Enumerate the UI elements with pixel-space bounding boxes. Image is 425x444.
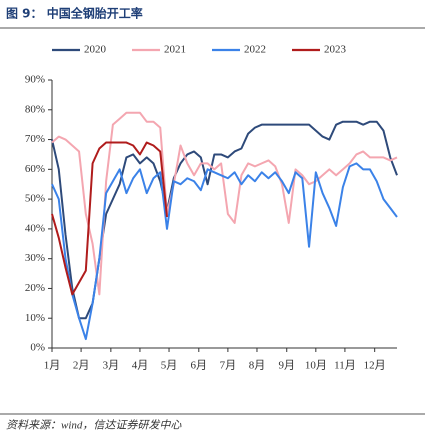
legend-label: 2020 (84, 44, 107, 56)
x-tick-label: 12月 (364, 360, 386, 372)
x-tick-label: 7月 (220, 360, 237, 372)
y-tick-label: 40% (25, 222, 45, 234)
y-tick-label: 70% (25, 133, 45, 145)
chart-title: 图 9： 中国全钢胎开工率 (6, 6, 143, 21)
x-tick-label: 1月 (44, 360, 61, 372)
legend-label: 2023 (324, 44, 347, 56)
series-line (51, 111, 398, 296)
x-tick-label: 10月 (305, 360, 327, 372)
source-note: 资料来源：wind，信达证券研发中心 (6, 419, 182, 432)
y-tick-label: 50% (25, 193, 45, 205)
x-tick-label: 5月 (161, 360, 178, 372)
x-tick-label: 11月 (334, 360, 356, 372)
y-tick-label: 10% (25, 312, 45, 324)
y-tick-label: 80% (25, 103, 45, 115)
x-tick-label: 9月 (278, 360, 295, 372)
x-tick-label: 2月 (73, 360, 90, 372)
x-tick-label: 3月 (103, 360, 120, 372)
series-line (51, 141, 168, 296)
y-tick-label: 0% (30, 342, 45, 354)
x-tick-label: 8月 (249, 360, 266, 372)
series-line (51, 162, 398, 341)
y-tick-label: 30% (25, 252, 45, 264)
x-tick-label: 6月 (191, 360, 208, 372)
legend-label: 2021 (164, 44, 186, 56)
y-tick-label: 90% (25, 74, 45, 86)
x-tick-label: 4月 (132, 360, 149, 372)
y-tick-label: 60% (25, 163, 45, 175)
series-line (51, 120, 398, 320)
y-tick-label: 20% (25, 282, 45, 294)
legend-label: 2022 (244, 44, 266, 56)
